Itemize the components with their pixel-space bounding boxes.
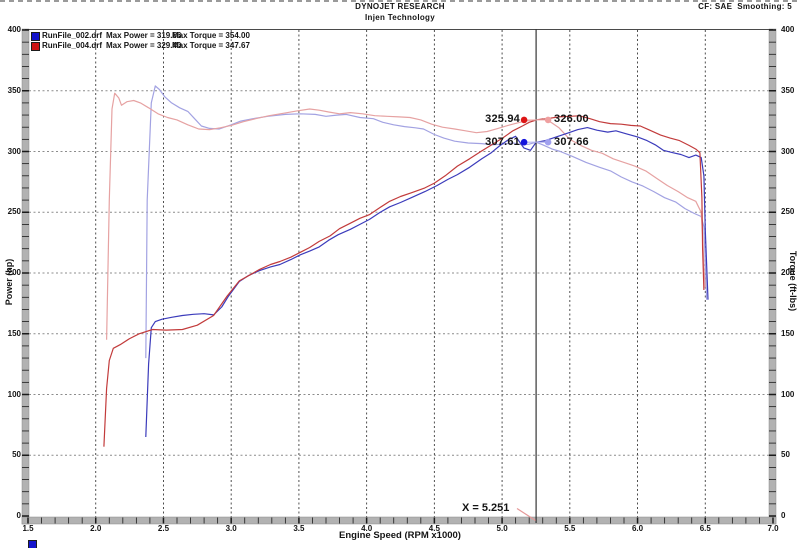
y-left-tick-label: 0: [16, 511, 21, 520]
legend-run-file-label[interactable]: RunFile_002.drf: [42, 31, 103, 40]
page-title: DYNOJET RESEARCH: [355, 2, 445, 11]
legend-color-swatch-run002: [31, 32, 40, 41]
x-tick-label: 5.5: [564, 524, 576, 533]
legend-max-torque-label: Max Torque = 347.67: [172, 41, 250, 50]
legend-color-swatch-clipped: [28, 540, 37, 548]
correction-smoothing-info: CF: SAE Smoothing: 5: [698, 2, 792, 11]
cursor-x-label: X = 5.251: [462, 502, 510, 514]
x-tick-label: 4.5: [428, 524, 440, 533]
legend-run-file-label[interactable]: RunFile_004.drf: [42, 41, 103, 50]
x-tick-label: 3.5: [293, 524, 305, 533]
y-right-tick-label: 300: [781, 146, 795, 156]
y-right-axis-title: Torque (ft-lbs): [788, 250, 798, 312]
y-left-tick-label: 50: [12, 450, 21, 460]
y-left-tick-label: 300: [7, 146, 21, 156]
y-right-tick-label: 100: [781, 389, 795, 399]
y-left-tick-label: 250: [7, 207, 21, 217]
y-left-tick-label: 400: [7, 25, 21, 34]
x-tick-label: 5.0: [496, 524, 508, 533]
x-tick-label: 1.5: [22, 524, 34, 533]
x-axis-title: Engine Speed (RPM x1000): [339, 530, 461, 541]
x-tick-label: 2.0: [90, 524, 102, 533]
y-right-tick-label: 250: [781, 207, 795, 217]
legend-max-power-label: Max Power = 329.40: [106, 41, 182, 50]
y-right-tick-label: 350: [781, 85, 795, 95]
y-left-axis-title: Power (hp): [4, 258, 14, 306]
y-right-tick-label: 50: [781, 450, 790, 460]
y-left-tick-label: 200: [7, 268, 21, 277]
x-tick-label: 4.0: [361, 524, 373, 533]
x-tick-label: 7.0: [767, 524, 779, 533]
x-tick-label: 6.0: [631, 524, 644, 533]
legend-max-torque-label: Max Torque = 354.00: [172, 31, 250, 40]
x-tick-label: 3.0: [225, 524, 237, 533]
y-right-tick-label: 200: [781, 268, 795, 277]
cursor-readout-blue-torque: 307.66: [554, 136, 589, 148]
x-tick-label: 6.5: [699, 524, 711, 533]
window-top-edge: [0, 0, 800, 2]
x-tick-label: 2.5: [157, 524, 170, 533]
page-subtitle: Injen Technology: [365, 13, 435, 22]
y-right-tick-label: 150: [781, 328, 795, 338]
legend-color-swatch-run004: [31, 42, 40, 51]
cursor-readout-red-power: 325.94: [485, 113, 520, 125]
plot-area[interactable]: [29, 30, 769, 517]
y-right-tick-label: 400: [781, 25, 795, 34]
y-left-tick-label: 100: [7, 389, 21, 399]
y-left-tick-label: 350: [7, 85, 21, 95]
y-left-tick-label: 150: [7, 328, 21, 338]
cursor-readout-blue-power: 307.61: [485, 136, 520, 148]
cursor-readout-red-torque: 326.00: [554, 113, 589, 125]
legend-max-power-label: Max Power = 319.66: [106, 31, 182, 40]
y-right-tick-label: 0: [781, 511, 786, 520]
